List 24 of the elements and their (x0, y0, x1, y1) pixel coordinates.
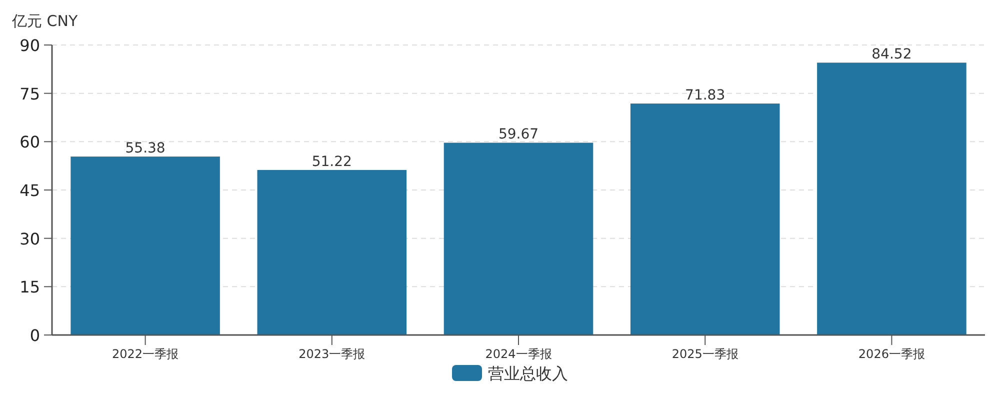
y-tick-label: 30 (20, 229, 40, 248)
y-tick-label: 45 (20, 181, 40, 200)
data-label: 59.67 (498, 126, 539, 143)
x-tick-label: 2023一季报 (298, 347, 366, 361)
bar (444, 142, 594, 335)
data-label: 84.52 (872, 46, 912, 63)
data-label: 51.22 (312, 154, 352, 170)
y-axis-title: 亿元 CNY (11, 12, 78, 30)
bar (817, 62, 966, 335)
x-tick-label: 2024一季报 (485, 347, 552, 361)
x-tick-label: 2026一季报 (858, 347, 925, 361)
bar (630, 104, 780, 335)
data-label: 71.83 (685, 88, 726, 104)
bar (70, 156, 220, 335)
y-tick-label: 60 (20, 132, 40, 152)
y-tick-label: 90 (20, 36, 40, 55)
y-tick-label: 0 (30, 326, 40, 345)
x-tick-label: 2022一季报 (112, 347, 179, 361)
data-label: 55.38 (125, 140, 166, 157)
x-tick-label: 2025一季报 (672, 347, 738, 361)
y-tick-label: 15 (20, 278, 40, 297)
y-tick-label: 75 (20, 84, 40, 104)
legend-label: 营业总收入 (488, 364, 568, 383)
bar (257, 170, 407, 335)
